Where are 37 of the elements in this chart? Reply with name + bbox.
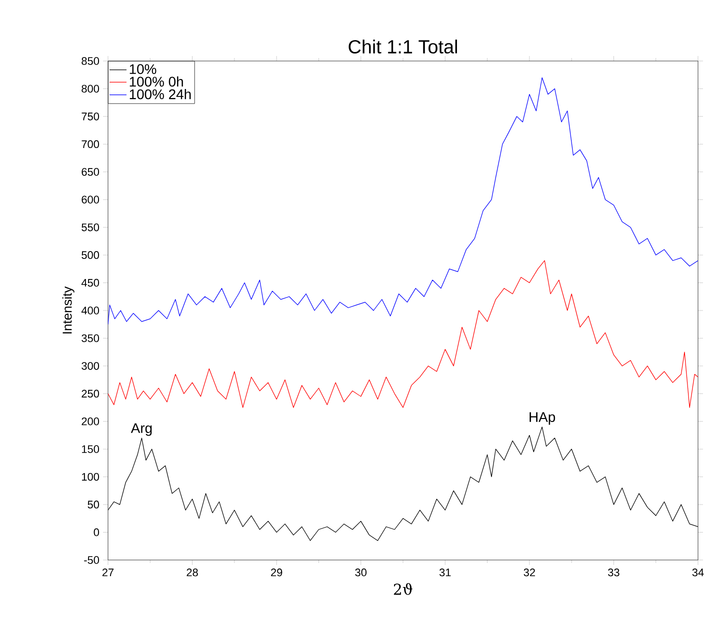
y-tick-label: 0 (94, 528, 100, 536)
legend-label: 100% 24h (130, 88, 191, 100)
y-tick-label: 150 (82, 445, 100, 453)
x-tick-label: 34 (692, 568, 704, 576)
y-tick-label: 200 (82, 418, 100, 426)
line-series (108, 77, 698, 325)
y-tick-label: 750 (82, 112, 100, 120)
annotation: HAp (530, 412, 556, 425)
y-axis-title: Intensity (62, 286, 74, 334)
legend-label: 10% (130, 64, 156, 74)
y-tick-label: 100 (82, 472, 100, 481)
y-tick-label: 450 (81, 278, 100, 287)
x-tick-label: 28 (186, 568, 198, 576)
x-tick-label: 29 (271, 568, 282, 576)
y-tick-label: 350 (82, 334, 100, 342)
y-tick-label: 800 (82, 84, 100, 93)
y-tick-label: 400 (81, 306, 100, 314)
y-tick-label: 600 (82, 196, 100, 204)
y-tick-label: 650 (82, 168, 100, 176)
x-tick-label: 32 (524, 568, 535, 576)
y-tick-label: 50 (88, 500, 100, 508)
x-tick-label: 27 (102, 568, 114, 576)
y-tick-label: 550 (82, 223, 100, 232)
y-tick-label: 700 (82, 140, 100, 148)
line-series (108, 260, 698, 408)
x-axis-title: 2ϑ (394, 583, 413, 595)
x-tick-label: 33 (608, 568, 620, 576)
x-tick-label: 30 (355, 568, 367, 576)
x-tick-label: 31 (439, 568, 451, 576)
legend-label: 100% 0h (130, 76, 183, 87)
y-tick-label: -50 (84, 556, 100, 564)
annotation: Arg (130, 423, 152, 436)
chart-title: Chit 1:1 Total (348, 40, 457, 54)
y-tick-label: 300 (82, 362, 100, 370)
y-tick-label: 850 (82, 57, 100, 65)
y-tick-label: 250 (82, 390, 100, 398)
y-tick-label: 500 (82, 251, 100, 259)
